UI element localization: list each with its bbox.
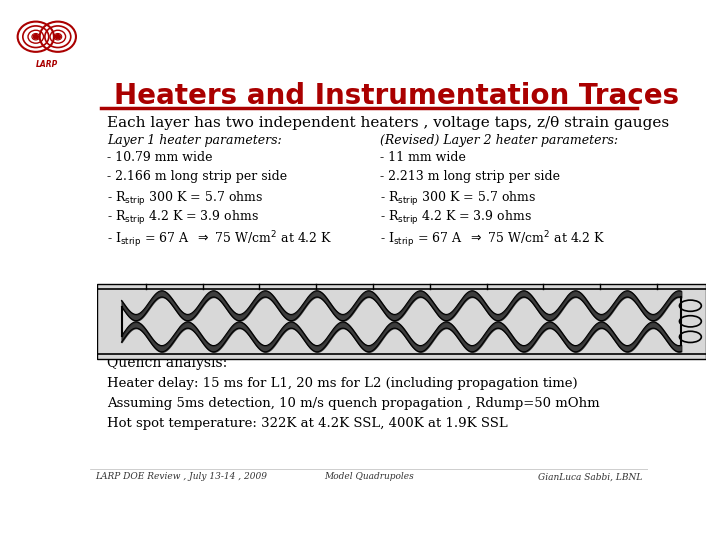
Text: Model Quadrupoles: Model Quadrupoles [324, 472, 414, 481]
Text: Quench analysis:: Quench analysis: [107, 356, 227, 370]
Text: (Revised) Layer 2 heater parameters:: (Revised) Layer 2 heater parameters: [380, 134, 618, 147]
Text: GianLuca Sabbi, LBNL: GianLuca Sabbi, LBNL [538, 472, 642, 481]
Text: - 2.213 m long strip per side: - 2.213 m long strip per side [380, 171, 560, 184]
Text: LARP: LARP [36, 60, 58, 69]
Text: Heater delay: 15 ms for L1, 20 ms for L2 (including propagation time): Heater delay: 15 ms for L1, 20 ms for L2… [107, 377, 577, 390]
Text: Assuming 5ms detection, 10 m/s quench propagation , Rdump=50 mOhm: Assuming 5ms detection, 10 m/s quench pr… [107, 396, 599, 410]
Text: - I$_\mathrm{strip}$ = 67 A  $\Rightarrow$ 75 W/cm$^2$ at 4.2 K: - I$_\mathrm{strip}$ = 67 A $\Rightarrow… [380, 229, 606, 249]
FancyBboxPatch shape [97, 284, 706, 359]
Text: L2 heater
layout: L2 heater layout [104, 294, 166, 322]
Text: - I$_\mathrm{strip}$ = 67 A  $\Rightarrow$ 75 W/cm$^2$ at 4.2 K: - I$_\mathrm{strip}$ = 67 A $\Rightarrow… [107, 229, 332, 249]
Text: Heaters and Instrumentation Traces: Heaters and Instrumentation Traces [114, 82, 680, 110]
Circle shape [55, 35, 60, 39]
Text: - R$_\mathrm{strip}$ 4.2 K = 3.9 ohms: - R$_\mathrm{strip}$ 4.2 K = 3.9 ohms [380, 210, 532, 227]
Text: Hot spot temperature: 322K at 4.2K SSL, 400K at 1.9K SSL: Hot spot temperature: 322K at 4.2K SSL, … [107, 416, 508, 429]
Text: - 10.79 mm wide: - 10.79 mm wide [107, 151, 212, 164]
Text: - R$_\mathrm{strip}$ 4.2 K = 3.9 ohms: - R$_\mathrm{strip}$ 4.2 K = 3.9 ohms [107, 210, 258, 227]
Text: Each layer has two independent heaters , voltage taps, z/θ strain gauges: Each layer has two independent heaters ,… [107, 116, 669, 130]
Circle shape [33, 35, 38, 39]
Text: Layer 1 heater parameters:: Layer 1 heater parameters: [107, 134, 282, 147]
Text: - R$_\mathrm{strip}$ 300 K = 5.7 ohms: - R$_\mathrm{strip}$ 300 K = 5.7 ohms [380, 190, 536, 208]
Text: - R$_\mathrm{strip}$ 300 K = 5.7 ohms: - R$_\mathrm{strip}$ 300 K = 5.7 ohms [107, 190, 263, 208]
Text: LARP DOE Review , July 13-14 , 2009: LARP DOE Review , July 13-14 , 2009 [96, 472, 268, 481]
Text: - 2.166 m long strip per side: - 2.166 m long strip per side [107, 171, 287, 184]
Text: - 11 mm wide: - 11 mm wide [380, 151, 466, 164]
